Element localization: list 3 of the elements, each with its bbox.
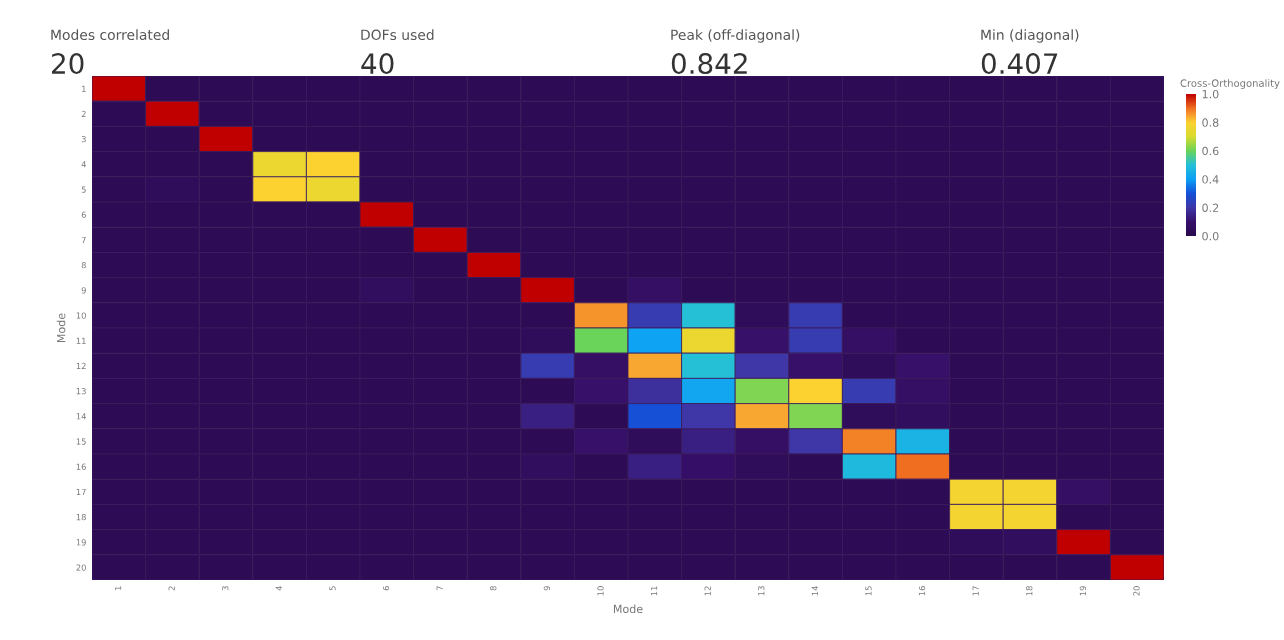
text: 0.407: [981, 53, 1058, 75]
text: 0.842: [671, 53, 747, 75]
text: 40: [361, 53, 394, 75]
